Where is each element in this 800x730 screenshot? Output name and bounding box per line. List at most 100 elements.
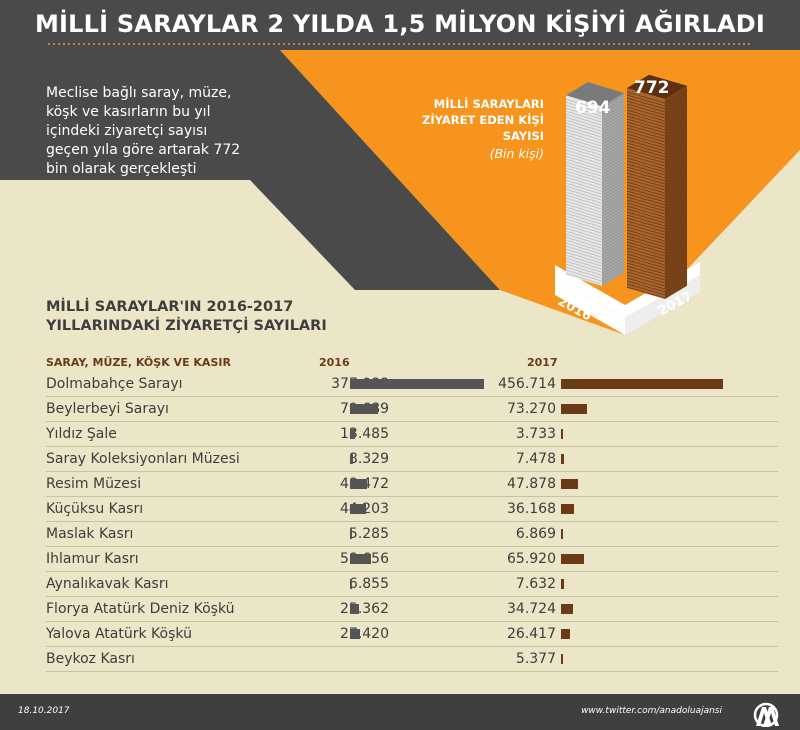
tower-stripe <box>601 120 625 135</box>
tower-stripe <box>664 209 688 224</box>
tower-stripe <box>626 169 666 182</box>
tower-stripe <box>565 191 603 204</box>
tower-stripe <box>664 140 688 155</box>
bar-2016 <box>350 529 352 539</box>
row-value-2016: 27.420 <box>340 626 389 642</box>
tower-stripe <box>626 112 666 125</box>
tower-stripe <box>601 201 625 216</box>
tower-front <box>566 95 602 287</box>
tower-stripe <box>565 218 603 231</box>
footer-bar <box>0 694 800 730</box>
tower-stripe <box>626 244 666 257</box>
table-row: Küçüksu Kasrı44.20336.168 <box>46 497 778 522</box>
tower-stripe <box>565 221 603 234</box>
table-row: Beykoz Kasrı 5.377 <box>46 647 778 672</box>
row-value-2017: 65.920 <box>507 551 556 567</box>
tower-stripe <box>601 144 625 159</box>
tower-stripe <box>626 130 666 143</box>
tower-stripe <box>664 275 688 290</box>
tower-stripe <box>626 202 666 215</box>
tower-stripe <box>565 215 603 228</box>
tower-stripe <box>626 133 666 146</box>
tower-stripe <box>601 270 625 285</box>
tower-stripe <box>626 229 666 242</box>
tower-stripe <box>664 278 688 293</box>
tower-stripe <box>626 268 666 281</box>
tower-stripe <box>664 170 688 185</box>
tower-stripe <box>664 263 688 278</box>
tower-stripe <box>601 237 625 252</box>
tower-stripe <box>565 170 603 183</box>
tower-top <box>566 82 624 107</box>
tower-stripe <box>601 267 625 282</box>
table-row: Yalova Atatürk Köşkü 27.420 26.417 <box>46 622 778 647</box>
tower-stripe <box>601 219 625 234</box>
bar-2016 <box>350 504 366 514</box>
row-value-2016: 25.362 <box>340 601 389 617</box>
row-name: Küçüksu Kasrı <box>46 501 144 517</box>
tower-stripe <box>626 115 666 128</box>
tower-stripe <box>601 165 625 180</box>
tower-stripe <box>664 125 688 140</box>
tower-stripe <box>664 161 688 176</box>
tower-stripe <box>626 253 666 266</box>
tower-stripe <box>626 184 666 197</box>
row-value-2016: 6.855 <box>348 576 389 592</box>
tower-stripe <box>565 152 603 165</box>
tower-stripe <box>601 153 625 168</box>
tower-stripe <box>601 252 625 267</box>
tower-stripe <box>664 179 688 194</box>
bar-2016 <box>350 579 353 589</box>
row-value-2017: 5.377 <box>515 651 556 667</box>
tower-stripe <box>601 147 625 162</box>
row-value-2017: 34.724 <box>507 601 556 617</box>
tower-stripe <box>626 274 666 287</box>
tower-stripe <box>565 182 603 195</box>
bar-2017 <box>561 504 574 514</box>
tower-stripe <box>626 166 666 179</box>
tower-stripe <box>626 238 666 251</box>
row-value-2017: 6.869 <box>515 526 556 542</box>
tower-stripe <box>664 233 688 248</box>
tower-stripe <box>626 193 666 206</box>
tower-side <box>602 93 624 286</box>
tower-stripe <box>601 207 625 222</box>
bar-2017 <box>561 654 563 664</box>
table-row: Resim Müzesi48.47247.878 <box>46 472 778 497</box>
tower-stripe <box>626 190 666 203</box>
tower-stripe <box>626 154 666 167</box>
tower-stripe <box>601 168 625 183</box>
footer-handle[interactable]: www.twitter.com/anadoluajansi <box>581 706 722 716</box>
tower-stripe <box>626 283 666 296</box>
tower-stripe <box>601 258 625 273</box>
tower-stripe <box>626 241 666 254</box>
tower-stripe <box>664 221 688 236</box>
tower-stripe <box>664 227 688 242</box>
tower-stripe <box>626 232 666 245</box>
tower-stripe <box>626 259 666 272</box>
row-value-2016: 8.329 <box>348 451 389 467</box>
header-2016: 2016 <box>319 356 350 369</box>
tower-stripe <box>664 146 688 161</box>
tower-stripe <box>626 235 666 248</box>
bar-2016 <box>350 379 484 389</box>
tower-stripe <box>626 256 666 269</box>
tower-stripe <box>565 119 603 132</box>
tower-stripe <box>664 248 688 263</box>
tower-stripe <box>664 143 688 158</box>
tower-stripe <box>565 164 603 177</box>
row-name: Saray Koleksiyonları Müzesi <box>46 451 240 467</box>
tower-stripe <box>626 106 666 119</box>
row-name: Yıldız Şale <box>46 426 117 442</box>
tower-stripe <box>601 225 625 240</box>
tower-stripe <box>601 105 625 120</box>
tower-stripe <box>601 96 625 111</box>
tower-stripe <box>664 152 688 167</box>
footer-date: 18.10.2017 <box>18 706 70 716</box>
tower-stripe <box>565 98 603 111</box>
tower-stripe <box>626 262 666 275</box>
tower-stripe <box>664 173 688 188</box>
bar-2017 <box>561 529 564 539</box>
tower-stripe <box>664 89 688 104</box>
